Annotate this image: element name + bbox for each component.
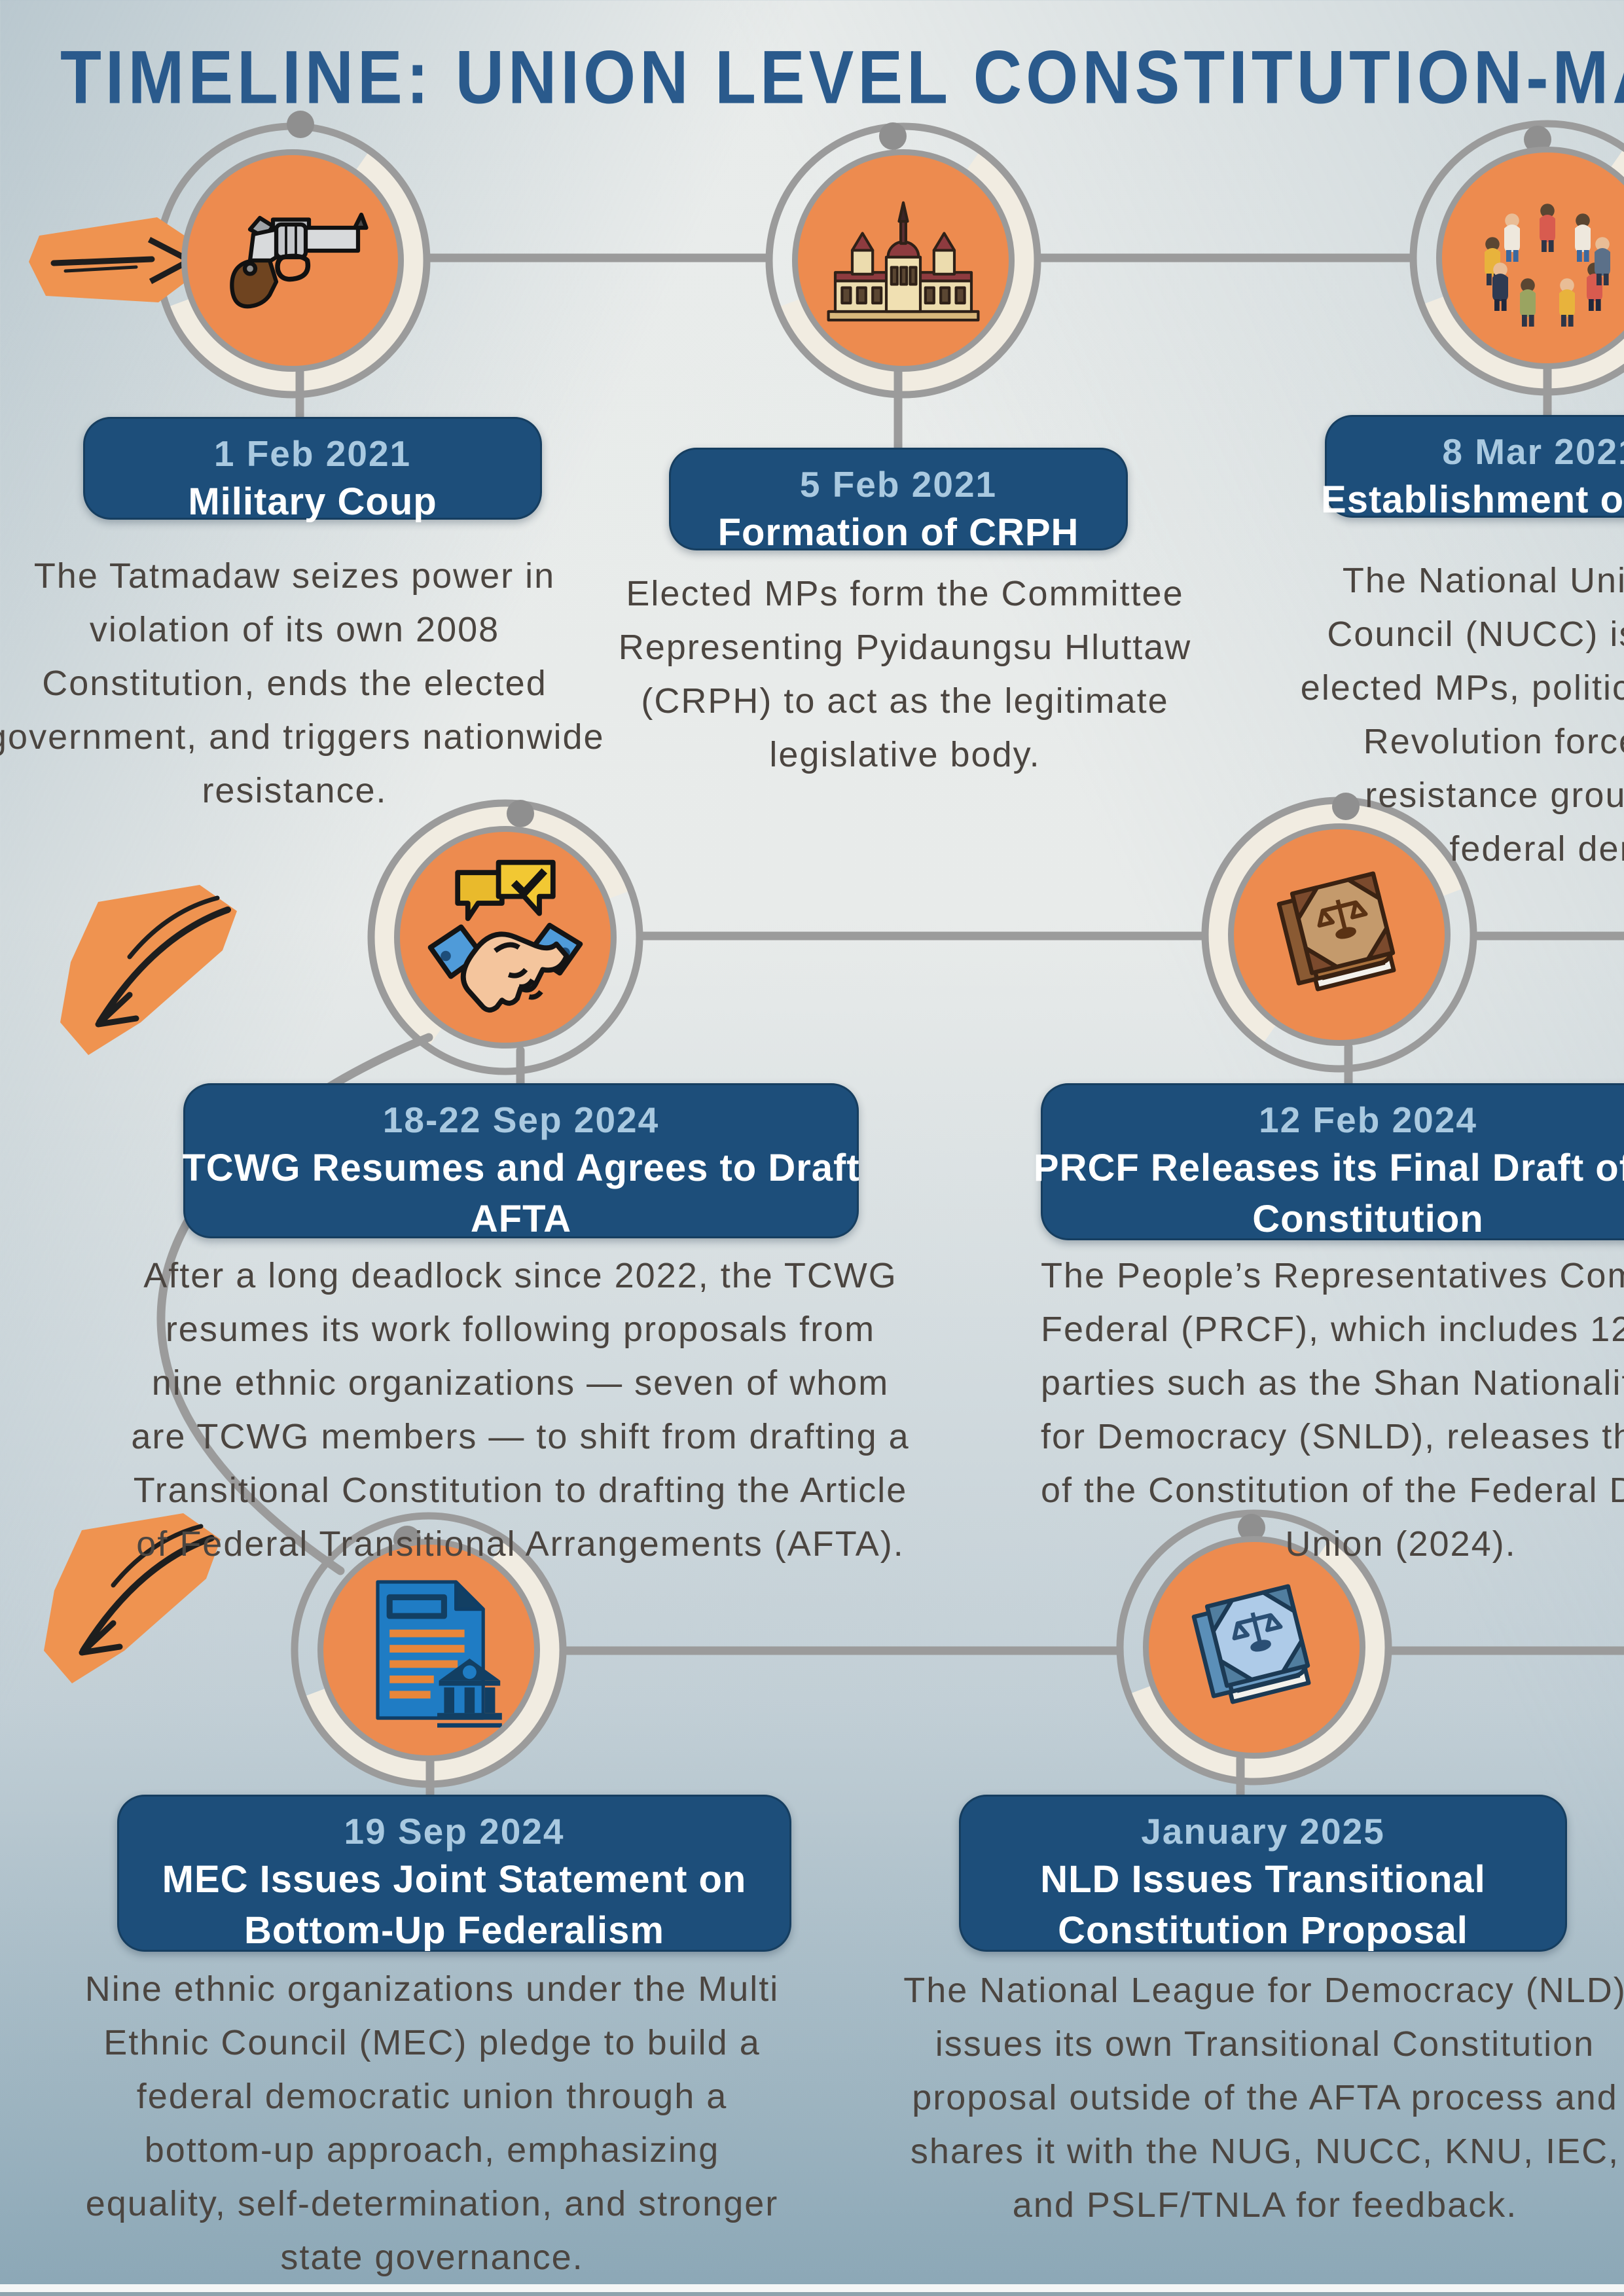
page-bottom-edge-line [0, 2292, 1624, 2296]
timeline-node-tcwg-afta [394, 826, 617, 1049]
event-title: NLD Issues Transitional Constitution Pro… [1040, 1858, 1486, 1952]
event-date: 18-22 Sep 2024 [382, 1100, 660, 1140]
event-description: Elected MPs form the Committee Represent… [618, 574, 1192, 774]
timeline-node-military-coup [181, 149, 404, 372]
event-title: Establishment of NUCC [1321, 478, 1624, 521]
event-date: January 2025 [1141, 1811, 1385, 1852]
parliament-icon [827, 201, 980, 322]
event-description: The National League for Democracy (NLD) … [903, 1971, 1624, 2225]
handshake-icon [427, 859, 583, 1013]
law-book-blue-icon [1191, 1584, 1311, 1704]
timeline-node-nld-proposal [1143, 1536, 1365, 1759]
timeline-node-prcf-draft [1228, 823, 1451, 1046]
event-card-mec-statement: 19 Sep 2024 MEC Issues Joint Statement o… [117, 1795, 791, 1952]
event-title: PRCF Releases its Final Draft of the Con… [1033, 1147, 1624, 1240]
arrow-down-left-icon [60, 885, 237, 1055]
event-title: Military Coup [188, 480, 437, 523]
event-description: The National Unity Consultative Council … [1300, 561, 1624, 869]
timeline-node-formation-of-crph [792, 149, 1015, 372]
event-date: 19 Sep 2024 [344, 1811, 565, 1852]
event-title: TCWG Resumes and Agrees to Draft AFTA [182, 1147, 860, 1240]
timeline-node-establishment-of-nucc [1436, 147, 1624, 369]
law-book-brown-icon [1276, 871, 1396, 992]
event-date: 12 Feb 2024 [1259, 1100, 1477, 1140]
event-date: 5 Feb 2021 [799, 464, 998, 505]
event-card-formation-of-crph: 5 Feb 2021 Formation of CRPH [669, 448, 1128, 554]
event-title: MEC Issues Joint Statement on Bottom-Up … [162, 1858, 747, 1952]
event-description: After a long deadlock since 2022, the TC… [131, 1256, 910, 1564]
arrow-right-icon [29, 217, 196, 302]
event-card-establishment-of-nucc: 8 Mar 2021 Establishment of NUCC [1321, 415, 1624, 521]
event-card-prcf-draft: 12 Feb 2024 PRCF Releases its Final Draf… [1034, 1083, 1624, 1240]
event-card-military-coup: 1 Feb 2021 Military Coup [83, 417, 542, 523]
event-card-nld-proposal: January 2025 NLD Issues Transitional Con… [959, 1795, 1567, 1952]
people-circle-icon [1485, 204, 1610, 327]
event-date: 1 Feb 2021 [213, 433, 412, 474]
timeline-node-mec-statement [317, 1539, 540, 1761]
event-card-tcwg-afta: 18-22 Sep 2024 TCWG Resumes and Agrees t… [182, 1083, 859, 1240]
revolver-icon [230, 212, 369, 309]
event-date: 8 Mar 2021 [1442, 431, 1624, 472]
event-title: Formation of CRPH [717, 511, 1079, 554]
event-description: The Tatmadaw seizes power in violation o… [0, 556, 605, 810]
page-title: TIMELINE: UNION LEVEL CONSTITUTION-MAKIN… [60, 35, 1624, 119]
event-description: Nine ethnic organizations under the Mult… [84, 1969, 780, 2277]
event-description: The People’s Representatives Committee f… [1041, 1256, 1624, 1564]
document-building-icon [376, 1580, 502, 1728]
page-bottom-strip [0, 2284, 1624, 2292]
